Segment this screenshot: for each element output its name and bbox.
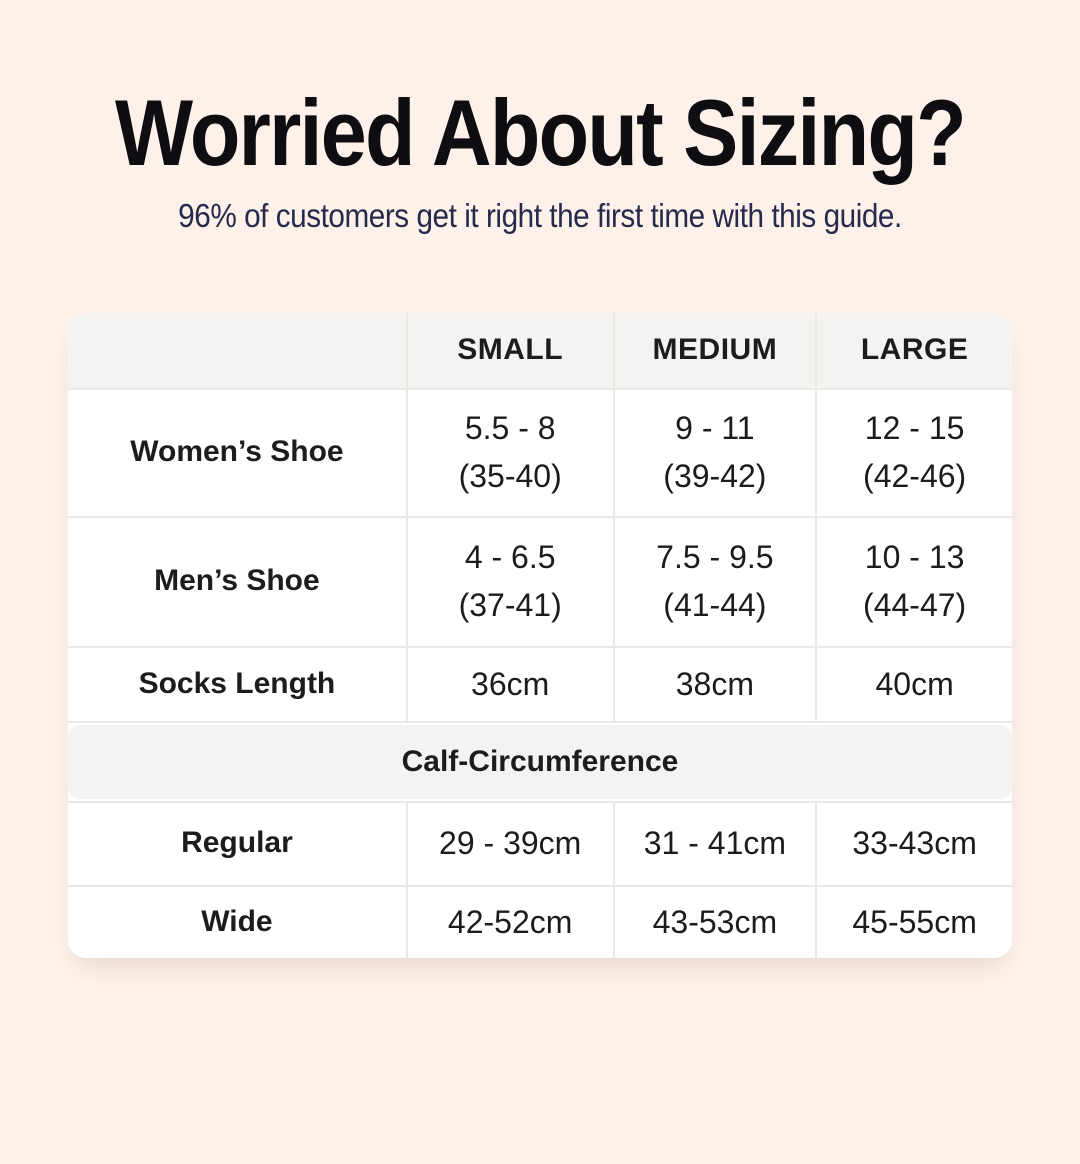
row-label-womens-shoe: Women’s Shoe xyxy=(68,389,406,516)
table-cell-socks-small: 36cm xyxy=(407,647,613,721)
table-cell-regular-medium: 31 - 41cm xyxy=(614,802,816,885)
cell-line: (44-47) xyxy=(863,587,967,624)
cell-line: (42-46) xyxy=(863,458,967,495)
row-label-regular: Regular xyxy=(68,802,406,885)
table-cell-socks-large: 40cm xyxy=(817,647,1012,721)
column-header-medium: MEDIUM xyxy=(614,312,816,388)
table-cell-womens-medium: 9 - 11 (39-42) xyxy=(614,389,816,516)
table-cell-wide-medium: 43-53cm xyxy=(614,886,816,958)
sizing-guide-poster: Worried About Sizing? 96% of customers g… xyxy=(0,80,1080,1164)
cell-line: 4 - 6.5 xyxy=(464,539,556,576)
cell-line: 9 - 11 xyxy=(675,410,755,447)
row-label-mens-shoe: Men’s Shoe xyxy=(68,517,406,646)
column-header-large: LARGE xyxy=(817,312,1012,388)
page-title: Worried About Sizing? xyxy=(115,80,967,185)
cell-line: 10 - 13 xyxy=(864,539,965,576)
table-cell-womens-small: 5.5 - 8 (35-40) xyxy=(407,389,613,516)
table-cell-womens-large: 12 - 15 (42-46) xyxy=(817,389,1012,516)
table-cell-wide-large: 45-55cm xyxy=(817,886,1012,958)
table-cell-socks-medium: 38cm xyxy=(614,647,816,721)
row-label-socks-length: Socks Length xyxy=(68,647,406,721)
table-cell-mens-large: 10 - 13 (44-47) xyxy=(817,517,1012,646)
size-table: SMALL MEDIUM LARGE Women’s Shoe 5.5 - 8 … xyxy=(68,312,1012,958)
table-cell-mens-small: 4 - 6.5 (37-41) xyxy=(407,517,613,646)
section-row-calf-circumference: Calf-Circumference xyxy=(68,722,1012,801)
table-cell-regular-small: 29 - 39cm xyxy=(407,802,613,885)
column-header-small: SMALL xyxy=(407,312,613,388)
cell-line: 7.5 - 9.5 xyxy=(656,539,774,576)
row-label-wide: Wide xyxy=(68,886,406,958)
table-cell-regular-large: 33-43cm xyxy=(817,802,1012,885)
table-cell-wide-small: 42-52cm xyxy=(407,886,613,958)
cell-line: 12 - 15 xyxy=(864,410,965,447)
cell-line: (41-44) xyxy=(663,587,767,624)
page-subtitle: 96% of customers get it right the first … xyxy=(178,196,902,234)
table-cell-mens-medium: 7.5 - 9.5 (41-44) xyxy=(614,517,816,646)
cell-line: (37-41) xyxy=(458,587,562,624)
cell-line: (39-42) xyxy=(663,458,767,495)
table-corner-cell xyxy=(68,312,406,388)
cell-line: 5.5 - 8 xyxy=(464,410,556,447)
cell-line: (35-40) xyxy=(458,458,562,495)
section-header-calf-circumference: Calf-Circumference xyxy=(68,724,1012,799)
